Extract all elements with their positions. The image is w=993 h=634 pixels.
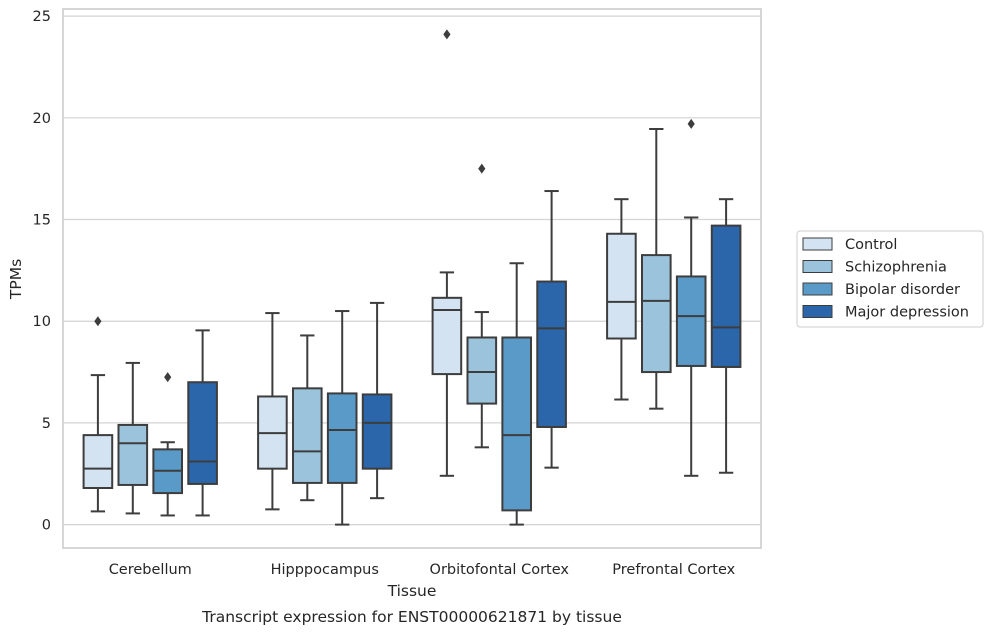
box [431, 29, 463, 477]
grid-lines [63, 15, 761, 526]
box [117, 361, 149, 515]
box [187, 329, 218, 517]
x-tick-label: Orbitofontal Cortex [430, 562, 570, 578]
box-iqr [710, 224, 742, 368]
box-iqr [82, 434, 114, 489]
outlier-point [443, 29, 451, 40]
box [291, 334, 323, 502]
box-iqr [536, 280, 567, 428]
y-tick-label: 10 [33, 314, 51, 330]
box [326, 310, 358, 526]
box-iqr [291, 387, 323, 484]
legend-frame [796, 230, 984, 328]
x-tick-label: Prefrontal Cortex [612, 562, 735, 578]
box [152, 372, 184, 517]
x-tick-label: Hipppocampus [271, 562, 379, 578]
y-axis-label: TPMs [7, 259, 25, 300]
legend-label: Major depression [845, 305, 969, 321]
legend: Control Schizophrenia Bipolar disorder Majo… [796, 230, 984, 328]
outlier-point [478, 163, 486, 174]
plot-frame [62, 8, 762, 549]
box [361, 301, 393, 500]
box [710, 198, 742, 474]
x-tick-labels: Cerebellum Hipppocampus Orbitofontal Corte… [109, 562, 736, 578]
legend-label: Bipolar disorder [845, 282, 960, 298]
y-tick-labels: 0 5 10 15 20 25 [33, 9, 51, 533]
box [606, 198, 637, 401]
legend-swatch [802, 237, 833, 251]
legend-swatch [802, 305, 833, 318]
box-iqr [640, 254, 672, 374]
y-tick-label: 5 [42, 416, 51, 432]
box-series [82, 29, 742, 526]
legend-swatch [802, 282, 833, 296]
legend-label: Schizophrenia [845, 260, 947, 276]
box [536, 190, 567, 469]
box-iqr [361, 393, 393, 470]
box-iqr [675, 275, 707, 367]
box-iqr [501, 336, 533, 512]
x-tick-label: Cerebellum [109, 562, 192, 578]
outlier-point [687, 118, 695, 129]
y-tick-label: 20 [33, 111, 51, 127]
legend-swatch [802, 260, 833, 273]
box [82, 316, 114, 513]
x-axis-label: Tissue [387, 582, 437, 600]
outlier-point [94, 316, 102, 327]
box [501, 262, 533, 526]
y-tick-label: 25 [33, 9, 51, 25]
box [640, 128, 672, 410]
box [466, 163, 498, 449]
chart-caption: Transcript expression for ENST0000062187… [201, 608, 622, 626]
box-iqr [326, 392, 358, 484]
outlier-point [164, 372, 172, 383]
box-iqr [606, 232, 637, 340]
box-iqr [117, 423, 149, 486]
y-tick-label: 15 [33, 213, 51, 229]
box [675, 118, 707, 477]
legend-label: Control [845, 237, 897, 253]
y-tick-label: 0 [42, 518, 51, 534]
box-iqr [187, 381, 218, 485]
box-iqr [466, 336, 498, 405]
box [257, 312, 288, 511]
